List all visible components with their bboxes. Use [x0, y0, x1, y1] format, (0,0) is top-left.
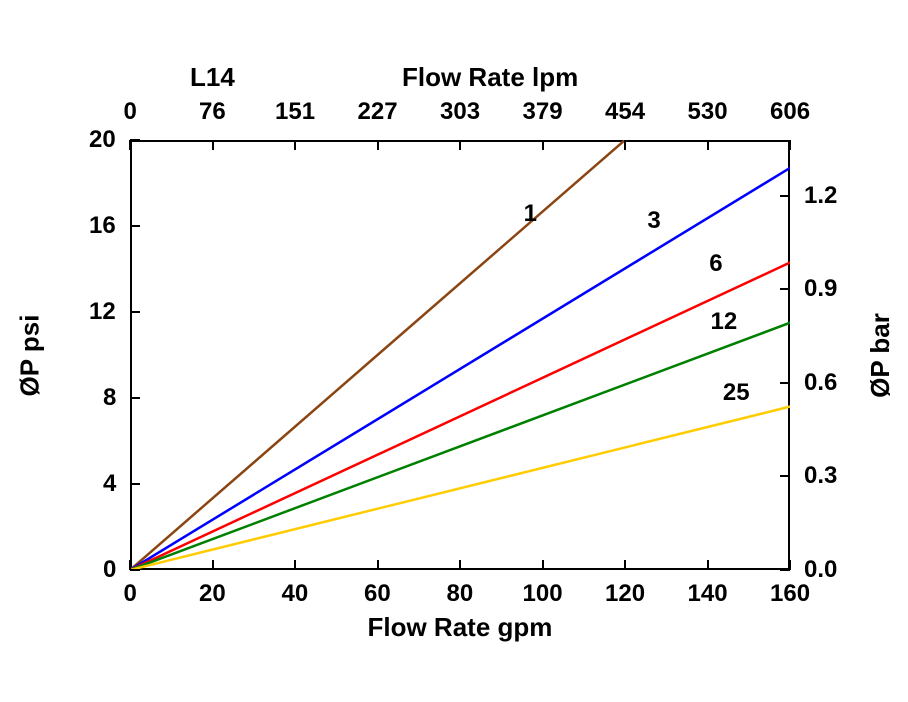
plot-area: [130, 140, 790, 570]
axis-tick: [780, 569, 790, 571]
model-label: L14: [190, 62, 235, 93]
axis-tick: [707, 140, 709, 150]
axis-tick: [377, 560, 379, 570]
axis-tick-label: 100: [523, 580, 563, 608]
axis-tick-label: 303: [440, 98, 480, 126]
axis-tick: [130, 483, 140, 485]
axis-tick: [459, 140, 461, 150]
axis-tick: [789, 140, 791, 150]
axis-tick-label: 0.3: [804, 462, 837, 490]
series-label-6: 6: [709, 250, 722, 278]
axis-tick-label: 60: [364, 580, 391, 608]
axis-tick-label: 76: [199, 98, 226, 126]
axis-tick: [780, 288, 790, 290]
axis-tick-label: 80: [447, 580, 474, 608]
axis-tick: [780, 382, 790, 384]
axis-tick: [212, 560, 214, 570]
axis-tick-label: 0: [124, 98, 137, 126]
axis-tick-label: 40: [282, 580, 309, 608]
axis-tick-label: 1.2: [804, 182, 837, 210]
axis-tick: [129, 140, 131, 150]
axis-tick-label: 20: [199, 580, 226, 608]
axis-tick: [212, 140, 214, 150]
axis-tick: [624, 560, 626, 570]
axis-tick-label: 151: [275, 98, 315, 126]
axis-tick-label: 20: [89, 126, 116, 154]
axis-tick: [707, 560, 709, 570]
axis-tick: [624, 140, 626, 150]
axis-tick: [130, 139, 140, 141]
series-label-12: 12: [711, 308, 738, 336]
y-axis-left-title: ØP psi: [14, 314, 45, 396]
axis-tick: [377, 140, 379, 150]
axis-tick-label: 0: [124, 580, 137, 608]
axis-tick-label: 227: [358, 98, 398, 126]
axis-tick: [459, 560, 461, 570]
axis-tick: [542, 560, 544, 570]
axis-tick-label: 4: [103, 470, 116, 498]
axis-tick: [780, 195, 790, 197]
series-label-1: 1: [524, 200, 537, 228]
axis-tick-label: 0.0: [804, 556, 837, 584]
axis-tick-label: 120: [605, 580, 645, 608]
axis-tick: [780, 475, 790, 477]
axis-tick-label: 379: [523, 98, 563, 126]
axis-tick-label: 8: [103, 384, 116, 412]
series-label-3: 3: [647, 207, 660, 235]
x-axis-bottom-title: Flow Rate gpm: [368, 612, 553, 643]
axis-tick-label: 0.9: [804, 275, 837, 303]
axis-tick: [130, 569, 140, 571]
axis-tick: [294, 560, 296, 570]
axis-tick-label: 0: [103, 556, 116, 584]
chart-container: L14 Flow Rate lpm Flow Rate gpm ØP psi Ø…: [0, 0, 908, 702]
axis-tick-label: 606: [770, 98, 810, 126]
axis-tick-label: 530: [688, 98, 728, 126]
axis-tick-label: 16: [89, 212, 116, 240]
series-label-25: 25: [723, 379, 750, 407]
x-axis-top-title: Flow Rate lpm: [402, 62, 578, 93]
axis-tick-label: 454: [605, 98, 645, 126]
axis-tick: [130, 225, 140, 227]
y-axis-right-title: ØP bar: [864, 313, 895, 398]
axis-tick-label: 0.6: [804, 369, 837, 397]
axis-tick-label: 140: [688, 580, 728, 608]
axis-tick: [130, 311, 140, 313]
axis-tick: [130, 397, 140, 399]
axis-tick: [294, 140, 296, 150]
axis-tick: [542, 140, 544, 150]
axis-tick-label: 12: [89, 298, 116, 326]
axis-tick-label: 160: [770, 580, 810, 608]
